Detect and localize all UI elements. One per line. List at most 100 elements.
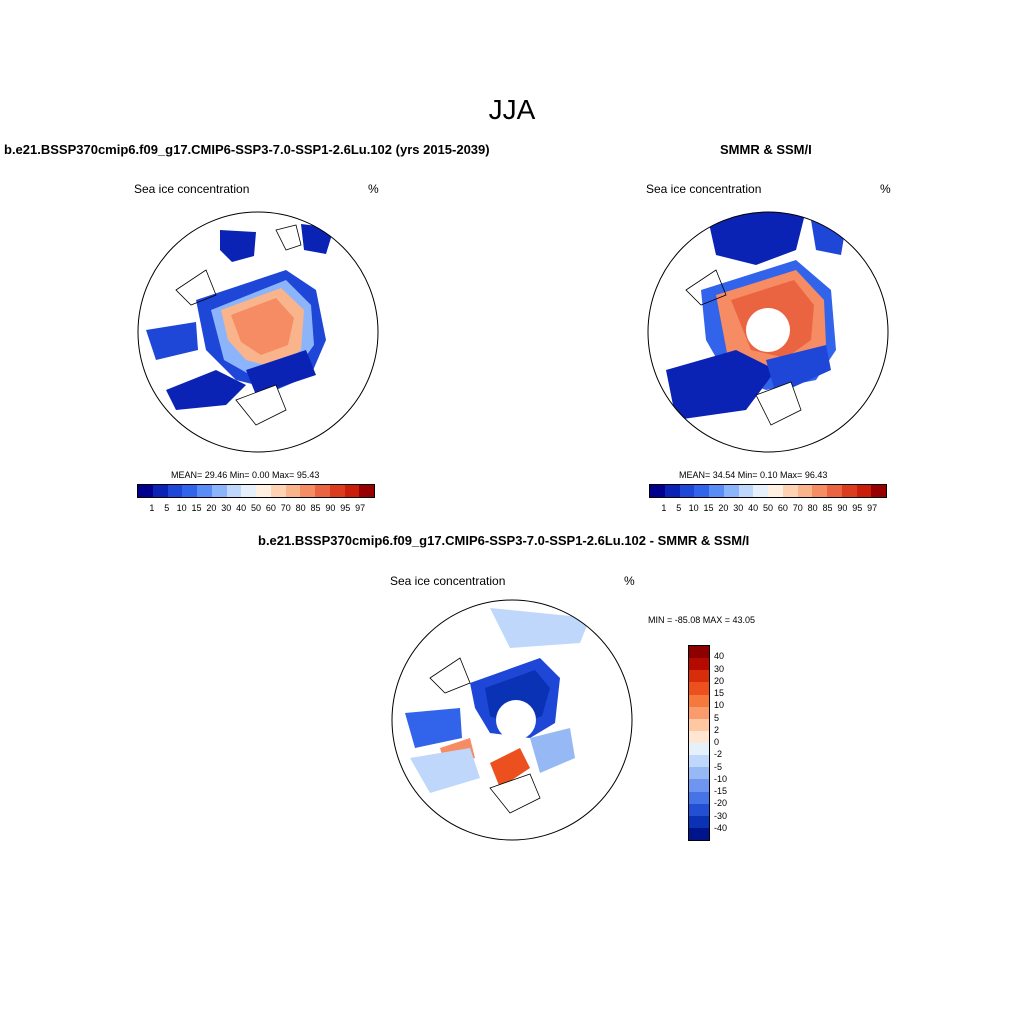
colorbar-tick-label: -2 — [714, 749, 723, 760]
colorbar-tick-label: 30 — [221, 503, 232, 513]
colorbar-tick-label: 85 — [822, 503, 833, 513]
colorbar-tick-label: 10 — [688, 503, 699, 513]
panel1-ice-baffin — [220, 230, 256, 262]
colorbar-tick-label: 5 — [164, 503, 170, 513]
panel1-colorbar — [137, 484, 375, 498]
colorbar-swatch — [167, 485, 183, 497]
colorbar-tick-label: 70 — [280, 503, 291, 513]
colorbar-swatch — [689, 755, 709, 768]
colorbar-tick-label: 15 — [191, 503, 202, 513]
main-title: JJA — [488, 94, 536, 125]
colorbar-tick-label: 95 — [852, 503, 863, 513]
colorbar-tick-label: 90 — [325, 503, 336, 513]
colorbar-tick-label: 30 — [733, 503, 744, 513]
panel1-var-label: Sea ice concentration — [134, 182, 250, 196]
colorbar-swatch — [689, 682, 709, 695]
colorbar-swatch — [152, 485, 168, 497]
colorbar-tick-label: 80 — [295, 503, 306, 513]
panel1-colorbar-ticks: 1 5 10 15 20 30 40 50 60 70 80 85 90 95 97 — [137, 503, 375, 515]
colorbar-swatch — [197, 485, 212, 497]
colorbar-swatch — [689, 743, 709, 756]
colorbar-swatch — [344, 485, 360, 497]
colorbar-tick-label: 1 — [661, 503, 667, 513]
colorbar-tick-label: 97 — [355, 503, 366, 513]
colorbar-swatch — [664, 485, 680, 497]
panel1-polar-map — [137, 211, 379, 453]
colorbar-swatch — [768, 485, 783, 497]
colorbar-swatch — [689, 694, 709, 707]
colorbar-swatch — [841, 485, 857, 497]
panel3-title: b.e21.BSSP370cmip6.f09_g17.CMIP6-SSP3-7.… — [258, 533, 750, 548]
colorbar-tick-label: 0 — [714, 737, 720, 747]
colorbar-tick-label: 40 — [236, 503, 247, 513]
colorbar-swatch — [689, 646, 709, 659]
colorbar-tick-label: 10 — [714, 700, 725, 711]
colorbar-tick-label: 70 — [792, 503, 803, 513]
panel3-minmax: MIN = -85.08 MAX = 43.05 — [648, 615, 756, 625]
colorbar-swatch — [300, 485, 315, 497]
colorbar-tick-label: 60 — [777, 503, 788, 513]
colorbar-tick-label: 5 — [714, 712, 720, 723]
colorbar-tick-label: 50 — [762, 503, 774, 513]
colorbar-swatch — [689, 803, 709, 816]
colorbar-swatch — [689, 730, 709, 743]
colorbar-swatch — [270, 485, 286, 497]
colorbar-swatch — [753, 485, 768, 497]
colorbar-tick-label: -10 — [714, 773, 728, 784]
colorbar-tick-label: -5 — [714, 761, 723, 772]
panel2-colorbar-ticks: 1 5 10 15 20 30 40 50 60 70 80 85 90 95 97 — [649, 503, 887, 515]
colorbar-swatch — [827, 485, 842, 497]
colorbar-tick-label: -15 — [714, 786, 728, 796]
colorbar-tick-label: 5 — [676, 503, 682, 513]
panel2-units: % — [880, 182, 891, 196]
colorbar-swatch — [738, 485, 754, 497]
colorbar-swatch — [315, 485, 330, 497]
colorbar-tick-label: 20 — [714, 675, 725, 686]
colorbar-swatch — [812, 485, 827, 497]
colorbar-swatch — [689, 779, 709, 792]
panel1-stats: MEAN= 29.46 Min= 0.00 Max= 95.43 — [171, 470, 320, 480]
panel2-stats: MEAN= 34.54 Min= 0.10 Max= 96.43 — [679, 470, 828, 480]
colorbar-swatch — [138, 485, 153, 497]
colorbar-tick-label: -20 — [714, 798, 728, 809]
panel2-colorbar — [649, 484, 887, 498]
colorbar-swatch — [211, 485, 227, 497]
colorbar-swatch — [689, 791, 709, 804]
colorbar-tick-label: 80 — [807, 503, 818, 513]
panel3-colorbar-ticks: 40 30 20 15 10 5 2 0 -2 -5 -10 -15 -20 -30 -40 — [714, 645, 754, 841]
colorbar-swatch — [782, 485, 798, 497]
panel3-polar-map — [391, 599, 633, 841]
panel3-pole-hole — [496, 700, 536, 740]
colorbar-swatch — [359, 485, 374, 497]
panel2-var-label: Sea ice concentration — [646, 182, 762, 196]
colorbar-tick-label: 50 — [250, 503, 262, 513]
colorbar-tick-label: 20 — [718, 503, 729, 513]
colorbar-swatch — [329, 485, 345, 497]
panel3-var-label: Sea ice concentration — [390, 574, 506, 588]
colorbar-swatch — [256, 485, 271, 497]
colorbar-tick-label: 20 — [206, 503, 217, 513]
colorbar-tick-label: 15 — [703, 503, 714, 513]
colorbar-tick-label: 30 — [714, 663, 725, 674]
colorbar-swatch — [689, 718, 709, 731]
colorbar-swatch — [856, 485, 872, 497]
colorbar-swatch — [285, 485, 301, 497]
colorbar-swatch — [709, 485, 724, 497]
colorbar-swatch — [679, 485, 695, 497]
panel2-polar-map — [647, 211, 889, 453]
colorbar-tick-label: 95 — [340, 503, 351, 513]
panel3-colorbar — [688, 645, 710, 841]
colorbar-tick-label: 90 — [837, 503, 848, 513]
colorbar-tick-label: 40 — [714, 651, 725, 662]
colorbar-tick-label: 97 — [867, 503, 878, 513]
panel1-units: % — [368, 182, 379, 196]
colorbar-tick-label: 2 — [714, 724, 720, 735]
colorbar-swatch — [650, 485, 665, 497]
colorbar-tick-label: 60 — [265, 503, 276, 513]
colorbar-swatch — [689, 706, 709, 719]
panel2-pole-hole — [746, 308, 790, 352]
colorbar-swatch — [689, 815, 709, 828]
colorbar-tick-label: 10 — [176, 503, 187, 513]
colorbar-tick-label: 85 — [310, 503, 321, 513]
panel1-title: b.e21.BSSP370cmip6.f09_g17.CMIP6-SSP3-7.… — [4, 142, 490, 157]
